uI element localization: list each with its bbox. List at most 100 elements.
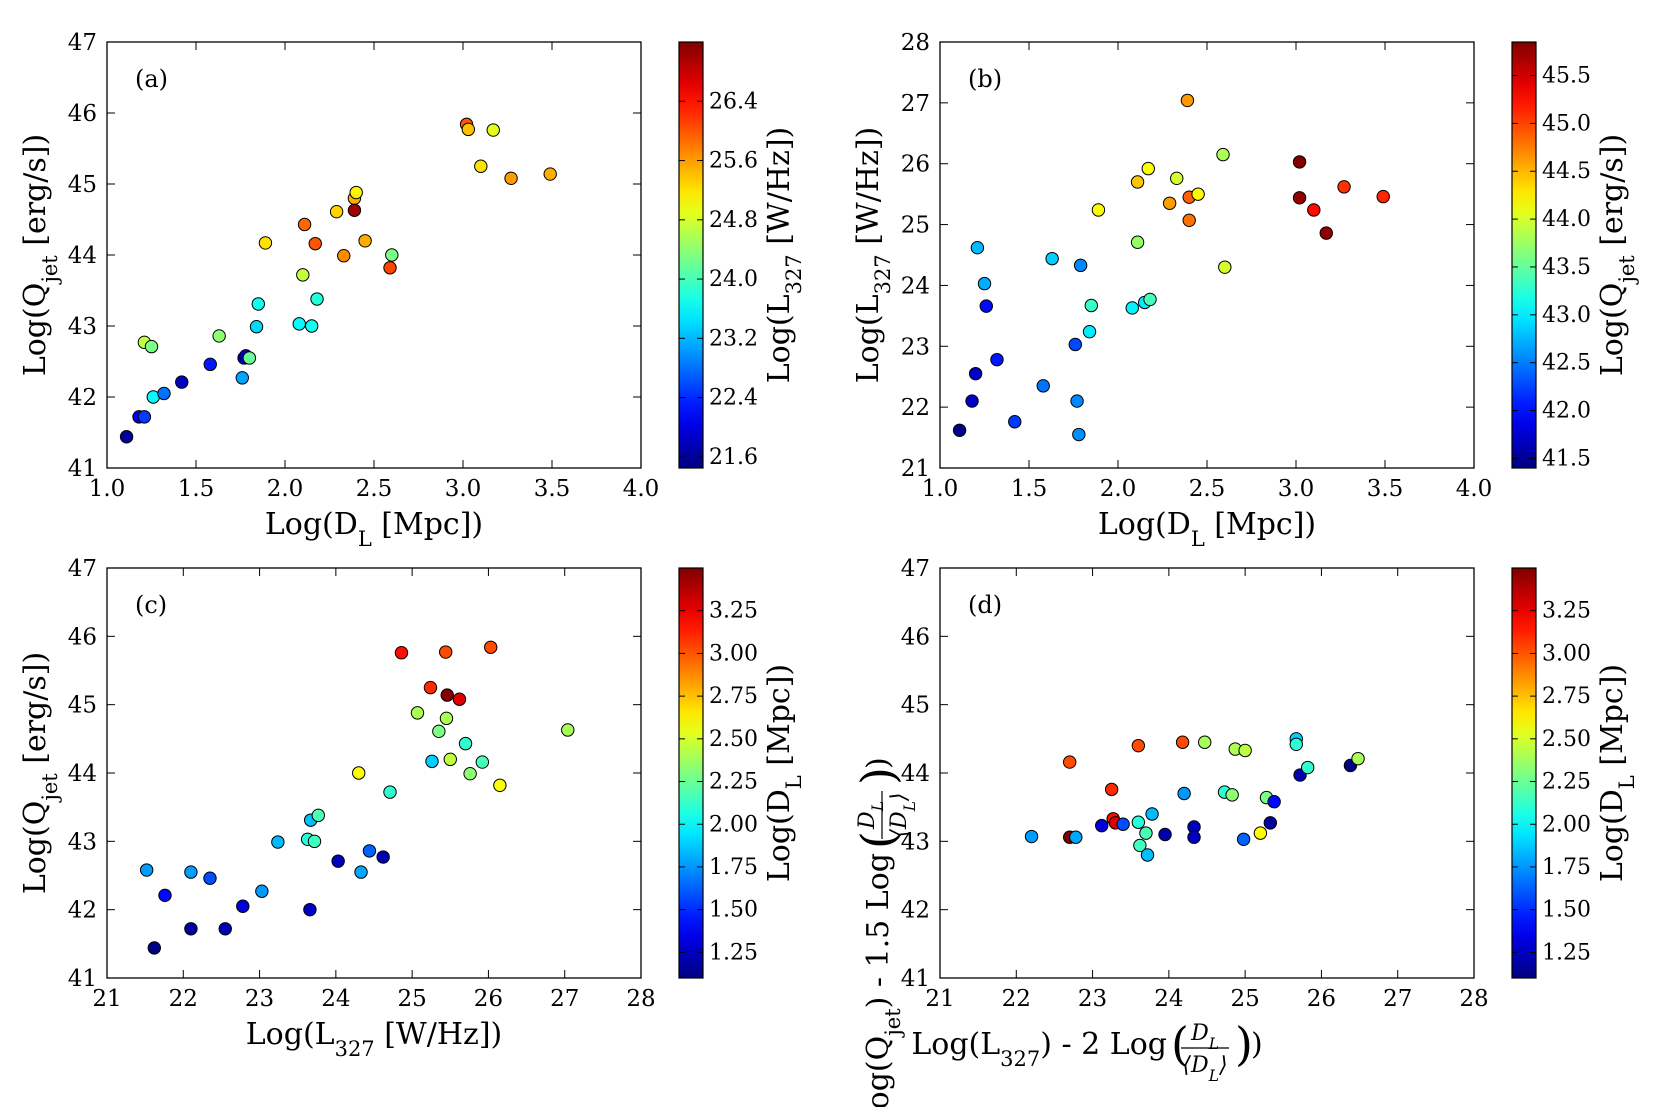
data-point bbox=[425, 754, 439, 769]
data-point bbox=[484, 640, 498, 654]
y-tick-label: 41 bbox=[68, 966, 97, 992]
x-tick-label: 28 bbox=[1459, 986, 1488, 1012]
data-point bbox=[1024, 829, 1039, 844]
data-point bbox=[307, 834, 322, 849]
data-point bbox=[410, 706, 425, 720]
data-point bbox=[1351, 751, 1365, 766]
x-tick-label: 27 bbox=[550, 986, 579, 1012]
data-point bbox=[1068, 337, 1082, 352]
x-tick-label: 4.0 bbox=[1456, 476, 1493, 502]
colorbar-tick-label: 44.0 bbox=[1542, 207, 1591, 232]
data-point bbox=[394, 646, 409, 660]
colorbar-tick-label: 42.5 bbox=[1542, 351, 1591, 376]
data-point bbox=[1131, 738, 1146, 753]
data-point bbox=[383, 785, 397, 799]
data-point bbox=[439, 711, 454, 726]
data-point bbox=[432, 724, 446, 739]
colorbar-tick-label: 22.4 bbox=[709, 386, 758, 411]
y-tick-label: 47 bbox=[68, 30, 97, 56]
data-point bbox=[1133, 838, 1147, 853]
colorbar-tick-label: 2.50 bbox=[1542, 727, 1591, 752]
data-point bbox=[1225, 788, 1239, 802]
colorbar-tick-label: 43.5 bbox=[1542, 255, 1591, 280]
x-axis-label: Log(DL [Mpc]) bbox=[265, 507, 483, 551]
y-tick-label: 25 bbox=[901, 213, 930, 239]
panel-label: (c) bbox=[135, 591, 167, 619]
data-point bbox=[358, 234, 372, 248]
data-point bbox=[212, 329, 226, 343]
data-point bbox=[296, 268, 310, 282]
colorbar-tick-label: 2.75 bbox=[1542, 684, 1591, 709]
x-tick-label: 3.0 bbox=[445, 476, 482, 502]
y-tick-label: 43 bbox=[901, 829, 930, 855]
data-point bbox=[543, 167, 557, 181]
axes-frame-d bbox=[939, 567, 1475, 979]
data-point bbox=[1177, 786, 1191, 801]
data-point bbox=[242, 351, 257, 365]
y-tick-label: 44 bbox=[68, 243, 97, 269]
panel-c: 21 22 23 24 25 26 27 28 41 42 43 44 45 46 47 (c) Log(L32… bbox=[18, 556, 806, 1061]
y-tick-label: 43 bbox=[68, 314, 97, 340]
data-point bbox=[970, 240, 985, 255]
data-point bbox=[139, 863, 154, 877]
y-tick-label: 46 bbox=[68, 624, 97, 650]
x-tick-label: 2.0 bbox=[1100, 476, 1137, 502]
colorbar-tick-label: 1.25 bbox=[709, 940, 758, 965]
colorbar-tick-label: 21.6 bbox=[709, 445, 758, 470]
data-point bbox=[1091, 203, 1106, 217]
y-axis-label: Log(Qjet [erg/s]) bbox=[18, 134, 62, 376]
data-point bbox=[463, 766, 477, 781]
data-point bbox=[968, 366, 983, 381]
fraction-paren-right: ) bbox=[851, 767, 905, 785]
colorbar-tick-label: 1.50 bbox=[1542, 898, 1591, 923]
axes-frame-b bbox=[939, 41, 1475, 469]
data-point bbox=[1143, 292, 1157, 307]
data-point bbox=[1292, 155, 1307, 169]
x-tick-label: 21 bbox=[925, 986, 954, 1012]
data-point bbox=[440, 688, 454, 702]
y-tick-label: 23 bbox=[901, 334, 930, 360]
colorbar-tick-label: 2.75 bbox=[709, 684, 758, 709]
colorbar-tick-label: 25.6 bbox=[709, 149, 758, 174]
x-tick-label: 26 bbox=[474, 986, 503, 1012]
data-point bbox=[1131, 815, 1146, 829]
colorbar-tick-label: 2.25 bbox=[709, 770, 758, 795]
data-point bbox=[1289, 737, 1303, 751]
fraction-denominator: ⟨DL⟩ bbox=[887, 792, 919, 837]
y-tick-label: 41 bbox=[68, 456, 97, 482]
x-tick-label: 24 bbox=[321, 986, 350, 1012]
data-point bbox=[1267, 795, 1281, 809]
data-point bbox=[119, 430, 134, 444]
data-point bbox=[376, 850, 390, 864]
x-axis-label: Log(L327 [W/Hz]) bbox=[246, 1017, 502, 1061]
data-point bbox=[255, 884, 269, 898]
data-point bbox=[158, 888, 172, 903]
colorbar-tick-label: 1.75 bbox=[1542, 855, 1591, 880]
data-point bbox=[1116, 817, 1130, 831]
y-axis-label: Log(Qjet [erg/s]) bbox=[18, 652, 62, 894]
data-point bbox=[1218, 260, 1232, 274]
data-point bbox=[1182, 213, 1196, 228]
fraction-numerator: DL bbox=[1190, 1021, 1219, 1053]
y-axis-label: Log(Qjet) - 1.5 Log bbox=[861, 853, 905, 1107]
x-tick-label: 1.0 bbox=[89, 476, 126, 502]
colorbar-label: Log(Qjet [erg/s]) bbox=[1595, 134, 1639, 376]
y-tick-label: 47 bbox=[68, 556, 97, 582]
data-point bbox=[184, 922, 198, 936]
data-point bbox=[1062, 755, 1077, 769]
data-point bbox=[1104, 782, 1119, 797]
data-point bbox=[1198, 735, 1212, 749]
colorbar-tick-label: 2.00 bbox=[1542, 812, 1591, 837]
y-tick-label: 44 bbox=[901, 761, 930, 787]
colorbar-d bbox=[1511, 567, 1537, 979]
data-point bbox=[1130, 235, 1145, 249]
data-point bbox=[297, 217, 312, 232]
data-point bbox=[1072, 427, 1086, 442]
colorbar-tick-label: 45.0 bbox=[1542, 111, 1591, 136]
data-point bbox=[1253, 826, 1268, 840]
colorbar-label: Log(L327 [W/Hz]) bbox=[762, 127, 806, 383]
data-point bbox=[347, 203, 362, 217]
colorbar-tick-label: 45.5 bbox=[1542, 64, 1591, 89]
y-tick-label: 26 bbox=[901, 152, 930, 178]
